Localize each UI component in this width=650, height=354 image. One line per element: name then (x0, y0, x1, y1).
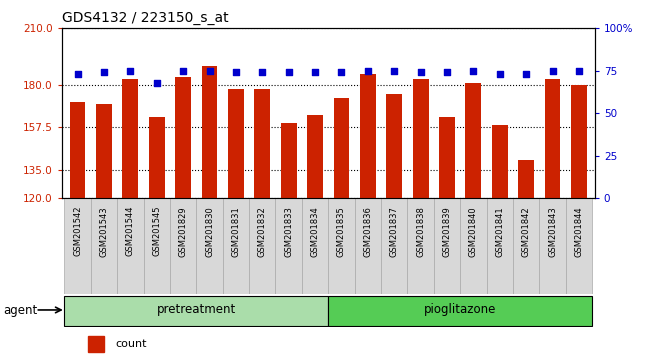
Text: GSM201836: GSM201836 (363, 206, 372, 257)
Text: GSM201842: GSM201842 (522, 206, 530, 257)
Bar (149, 117, 164, 198)
Point (468, 68, 478, 74)
Point (178, 68, 188, 74)
Text: GSM201831: GSM201831 (231, 206, 240, 257)
FancyBboxPatch shape (381, 198, 408, 294)
Bar (228, 89, 244, 198)
FancyBboxPatch shape (487, 198, 513, 294)
Point (72, 72, 83, 77)
Text: GSM201841: GSM201841 (495, 206, 504, 257)
Bar (545, 79, 560, 198)
Bar (176, 78, 191, 198)
Bar (254, 89, 270, 198)
Text: agent: agent (3, 304, 38, 317)
FancyBboxPatch shape (460, 198, 487, 294)
FancyBboxPatch shape (144, 198, 170, 294)
Bar (413, 79, 428, 198)
Point (231, 70, 241, 75)
Text: pretreatment: pretreatment (157, 303, 236, 316)
Bar (88, 336, 105, 352)
Text: GSM201835: GSM201835 (337, 206, 346, 257)
Text: GSM201839: GSM201839 (443, 206, 452, 257)
Text: pioglitazone: pioglitazone (424, 303, 497, 316)
Bar (333, 98, 349, 198)
Bar (492, 125, 508, 198)
Bar (518, 160, 534, 198)
FancyBboxPatch shape (91, 198, 117, 294)
Point (574, 68, 584, 74)
Text: GSM201833: GSM201833 (284, 206, 293, 257)
Point (389, 68, 399, 74)
Point (363, 68, 373, 74)
Point (442, 70, 452, 75)
Point (283, 70, 294, 75)
Text: GDS4132 / 223150_s_at: GDS4132 / 223150_s_at (62, 11, 228, 25)
Bar (122, 79, 138, 198)
Bar (281, 123, 296, 198)
Bar (439, 117, 455, 198)
FancyBboxPatch shape (328, 296, 592, 326)
FancyBboxPatch shape (328, 198, 355, 294)
FancyBboxPatch shape (64, 198, 91, 294)
FancyBboxPatch shape (196, 198, 223, 294)
Point (99, 70, 109, 75)
Point (125, 68, 136, 74)
Bar (307, 115, 323, 198)
Text: GSM201838: GSM201838 (416, 206, 425, 257)
Point (495, 72, 505, 77)
Text: GSM201832: GSM201832 (258, 206, 266, 257)
Point (151, 80, 162, 86)
Bar (96, 104, 112, 198)
Bar (571, 85, 587, 198)
FancyBboxPatch shape (566, 198, 592, 294)
Bar (70, 102, 86, 198)
Point (521, 72, 531, 77)
Text: GSM201844: GSM201844 (575, 206, 584, 257)
Point (204, 68, 214, 74)
FancyBboxPatch shape (408, 198, 434, 294)
FancyBboxPatch shape (249, 198, 276, 294)
Bar (386, 95, 402, 198)
FancyBboxPatch shape (540, 198, 566, 294)
Text: GSM201840: GSM201840 (469, 206, 478, 257)
Text: GSM201843: GSM201843 (548, 206, 557, 257)
FancyBboxPatch shape (64, 296, 328, 326)
Text: GSM201830: GSM201830 (205, 206, 214, 257)
Text: count: count (115, 339, 146, 349)
Text: GSM201542: GSM201542 (73, 206, 82, 256)
FancyBboxPatch shape (276, 198, 302, 294)
Point (257, 70, 268, 75)
FancyBboxPatch shape (302, 198, 328, 294)
Point (336, 70, 346, 75)
Bar (202, 66, 218, 198)
FancyBboxPatch shape (513, 198, 540, 294)
FancyBboxPatch shape (434, 198, 460, 294)
FancyBboxPatch shape (223, 198, 249, 294)
Point (547, 68, 558, 74)
Text: GSM201543: GSM201543 (99, 206, 109, 257)
FancyBboxPatch shape (117, 198, 144, 294)
Point (415, 70, 426, 75)
Text: GSM201544: GSM201544 (126, 206, 135, 256)
Text: GSM201837: GSM201837 (390, 206, 398, 257)
Text: GSM201834: GSM201834 (311, 206, 320, 257)
Bar (465, 83, 481, 198)
Point (310, 70, 320, 75)
Text: GSM201545: GSM201545 (152, 206, 161, 256)
FancyBboxPatch shape (355, 198, 381, 294)
FancyBboxPatch shape (170, 198, 196, 294)
Bar (360, 74, 376, 198)
Text: GSM201829: GSM201829 (179, 206, 188, 257)
